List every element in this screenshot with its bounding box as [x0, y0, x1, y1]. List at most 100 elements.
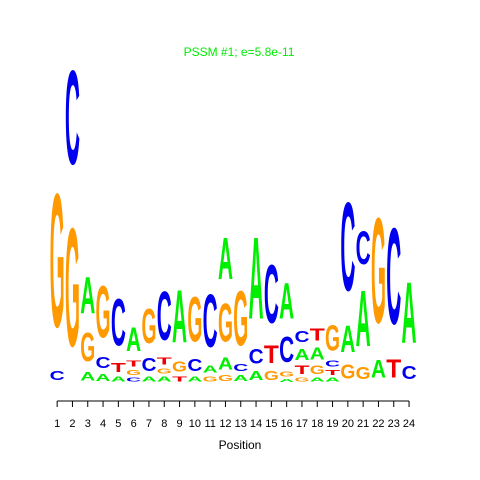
x-axis: 1 2 3 4 5 6 7 8 9 10 11 12 13 14 15 16 17 18 19 20 21 22 23 24 — [54, 400, 415, 430]
x-tick-label-3: 3 — [85, 418, 91, 430]
glyph-A-pos6-3: A — [126, 321, 141, 360]
glyph-G-pos17-0: G — [294, 377, 309, 384]
glyph-A-pos3-2: A — [80, 267, 95, 325]
glyph-A-pos10-0: A — [187, 375, 202, 383]
glyph-C-pos21-2: C — [356, 221, 371, 274]
glyph-T-pos23-0: T — [386, 355, 402, 384]
glyph-C-pos7-1: C — [141, 355, 156, 376]
glyph-G-pos12-0: G — [218, 374, 233, 384]
glyph-A-pos8-0: A — [157, 375, 172, 383]
glyph-T-pos5-1: T — [111, 361, 126, 376]
glyph-G-pos7-2: G — [141, 298, 156, 353]
glyph-G-pos8-1: G — [157, 367, 172, 375]
x-tick-label-9: 9 — [176, 418, 182, 430]
x-tick-label-4: 4 — [100, 418, 106, 430]
glyph-G-pos16-1: G — [279, 371, 294, 379]
glyph-G-pos20-0: G — [340, 361, 355, 384]
glyph-C-pos1-0: C — [50, 368, 66, 383]
glyph-G-pos4-2: G — [96, 272, 111, 354]
glyph-G-pos6-1: G — [126, 369, 141, 377]
glyph-G-pos11-0: G — [203, 375, 218, 383]
glyph-A-pos7-0: A — [141, 375, 156, 383]
glyph-A-pos18-2: A — [310, 345, 325, 364]
x-tick-label-10: 10 — [189, 418, 201, 430]
glyph-C-pos20-2: C — [340, 177, 355, 318]
glyph-C-pos13-1: C — [233, 362, 248, 373]
x-tick-label-1: 1 — [54, 418, 60, 430]
glyph-A-pos3-0: A — [80, 370, 95, 383]
glyph-A-pos13-0: A — [233, 374, 249, 383]
glyph-C-pos23-1: C — [386, 199, 401, 353]
glyph-T-pos9-0: T — [172, 375, 187, 383]
glyph-G-pos22-1: G — [371, 186, 386, 354]
glyph-A-pos9-2: A — [172, 274, 187, 359]
x-tick-label-15: 15 — [265, 418, 277, 430]
glyph-A-pos17-2: A — [294, 345, 309, 363]
x-tick-label-21: 21 — [357, 418, 369, 430]
glyph-T-pos18-3: T — [310, 325, 325, 345]
x-tick-label-24: 24 — [403, 418, 415, 430]
x-tick-label-19: 19 — [326, 418, 338, 430]
glyph-A-pos22-0: A — [371, 355, 386, 383]
glyph-T-pos15-1: T — [264, 342, 279, 369]
glyph-G-pos15-0: G — [264, 369, 279, 383]
glyph-A-pos14-2: A — [249, 213, 264, 344]
x-tick-label-18: 18 — [311, 418, 323, 430]
glyph-A-pos19-0: A — [325, 377, 340, 383]
glyph-C-pos24-0: C — [402, 363, 417, 384]
x-tick-label-22: 22 — [372, 418, 384, 430]
glyph-C-pos6-0: C — [126, 377, 141, 383]
glyph-G-pos19-3: G — [325, 320, 340, 360]
glyph-A-pos16-0: A — [279, 378, 294, 383]
x-tick-label-2: 2 — [69, 418, 75, 430]
logo-stacks: CG GCAGAACGATCCGTAACGAGTCTGAACGGACGAGAACG… — [50, 44, 417, 384]
x-tick-label-17: 17 — [296, 418, 308, 430]
glyph-T-pos19-1: T — [325, 369, 340, 377]
glyph-G-pos13-2: G — [233, 276, 248, 362]
glyph-G-pos2-0: G — [65, 193, 80, 383]
glyph-A-pos24-1: A — [402, 266, 417, 362]
glyph-G-pos21-0: G — [356, 363, 371, 383]
glyph-C-pos19-2: C — [325, 359, 341, 368]
x-tick-label-20: 20 — [342, 418, 354, 430]
glyph-C-pos14-1: C — [249, 345, 264, 368]
glyph-C-pos5-2: C — [111, 286, 126, 360]
glyph-G-pos18-1: G — [310, 365, 325, 377]
glyph-C-pos16-2: C — [279, 330, 294, 370]
glyph-G-pos3-1: G — [80, 324, 95, 370]
glyph-C-pos17-3: C — [294, 328, 309, 346]
x-tick-label-5: 5 — [115, 418, 121, 430]
glyph-A-pos12-3: A — [218, 227, 233, 292]
glyph-C-pos10-1: C — [187, 357, 202, 376]
glyph-A-pos18-0: A — [310, 377, 325, 383]
glyph-G-pos12-2: G — [218, 292, 233, 353]
glyph-A-pos14-0: A — [249, 368, 265, 383]
glyph-A-pos12-1: A — [218, 355, 233, 374]
glyph-T-pos17-1: T — [294, 364, 309, 377]
glyph-G-pos9-1: G — [172, 359, 187, 375]
x-tick-label-16: 16 — [281, 418, 293, 430]
x-tick-label-13: 13 — [235, 418, 247, 430]
glyph-C-pos4-1: C — [96, 354, 111, 372]
x-tick-label-14: 14 — [250, 418, 262, 430]
glyph-A-pos21-1: A — [356, 275, 371, 364]
glyph-C-pos15-2: C — [264, 247, 279, 340]
glyph-T-pos8-2: T — [157, 355, 173, 366]
x-tick-label-6: 6 — [131, 418, 137, 430]
glyph-T-pos6-2: T — [126, 358, 142, 368]
glyph-A-pos5-0: A — [111, 375, 126, 383]
glyph-A-pos4-0: A — [96, 372, 111, 383]
glyph-A-pos11-1: A — [203, 364, 218, 375]
glyph-C-pos2-1: C — [65, 44, 80, 194]
x-tick-label-11: 11 — [204, 418, 215, 430]
x-tick-label-7: 7 — [146, 418, 152, 430]
glyph-C-pos11-2: C — [203, 279, 218, 364]
x-tick-label-8: 8 — [161, 418, 167, 430]
glyph-G-pos10-2: G — [187, 283, 202, 355]
x-tick-label-23: 23 — [388, 418, 400, 430]
x-axis-label: Position — [219, 438, 262, 452]
x-tick-label-12: 12 — [219, 418, 231, 430]
glyph-G-pos1-1: G — [50, 153, 65, 367]
glyph-A-pos16-3: A — [279, 274, 294, 330]
